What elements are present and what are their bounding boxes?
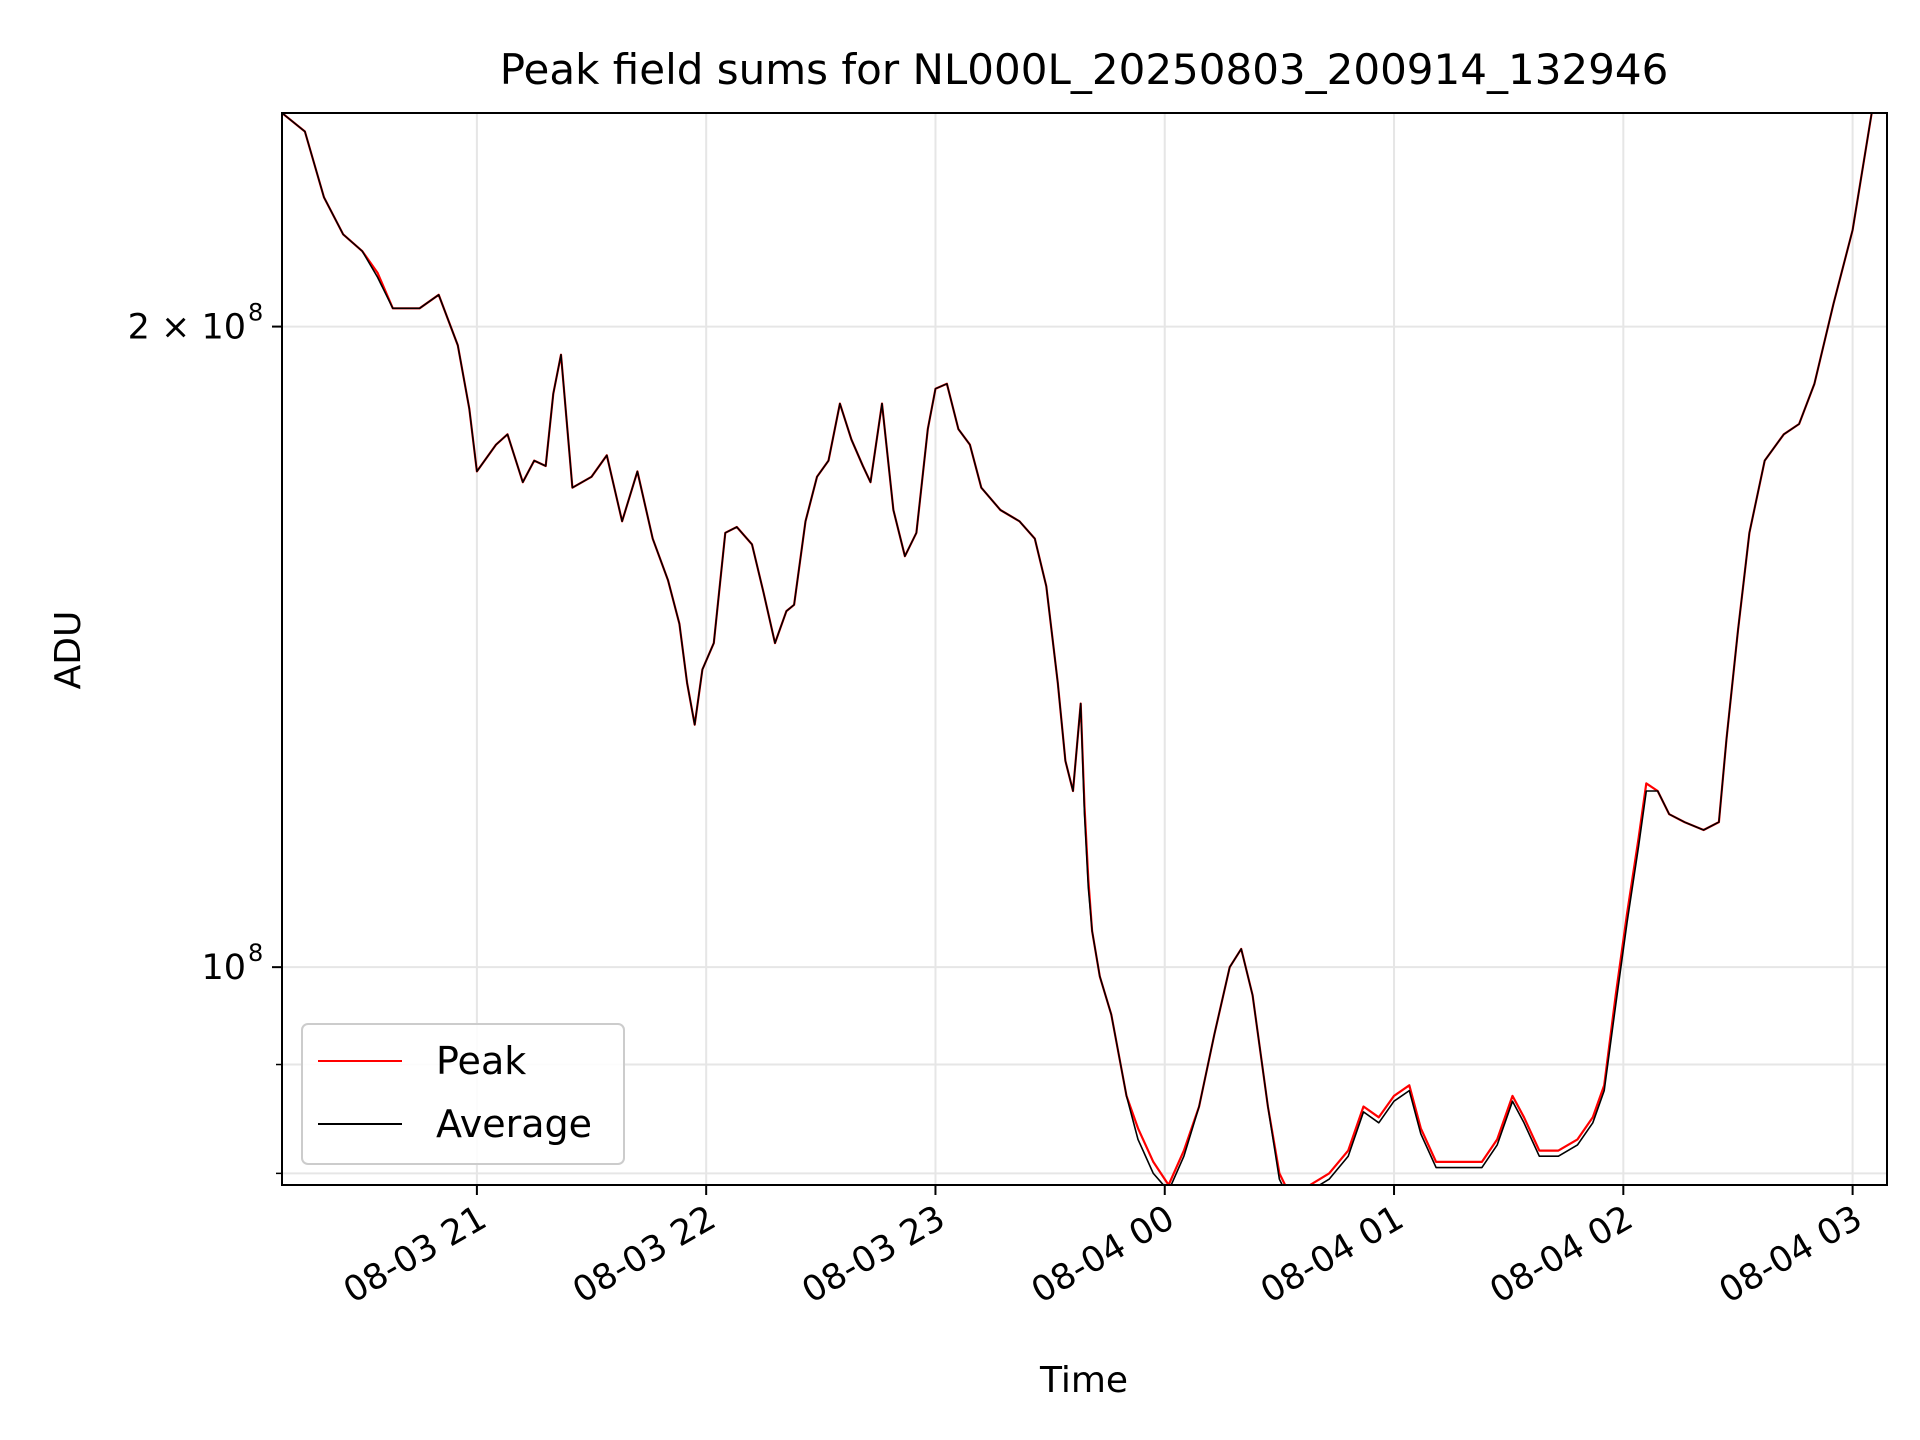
y-tick-label: 10: [201, 948, 246, 988]
legend-label-average: Average: [436, 1102, 592, 1146]
series-group: [282, 113, 1874, 1185]
legend: Peak Average: [301, 1023, 625, 1165]
series-line-average: [282, 113, 1873, 1185]
y-axis: 10 82 × 10 8: [128, 299, 282, 1175]
x-axis-label: Time: [1039, 1360, 1128, 1401]
y-tick-label: 2 × 10: [128, 308, 246, 348]
y-tick-label-exponent: 8: [248, 299, 263, 327]
grid: [282, 113, 1887, 1185]
legend-label-peak: Peak: [436, 1039, 526, 1083]
chart-title: Peak field sums for NL000L_20250803_2009…: [500, 45, 1669, 94]
y-tick-label-exponent: 8: [248, 939, 263, 967]
legend-box: [301, 1023, 625, 1165]
y-tick-label-base: 2 × 10: [128, 308, 246, 348]
y-axis-label: ADU: [48, 611, 89, 690]
y-tick-label-base: 10: [201, 948, 246, 988]
plot-frame: [281, 112, 1888, 1186]
